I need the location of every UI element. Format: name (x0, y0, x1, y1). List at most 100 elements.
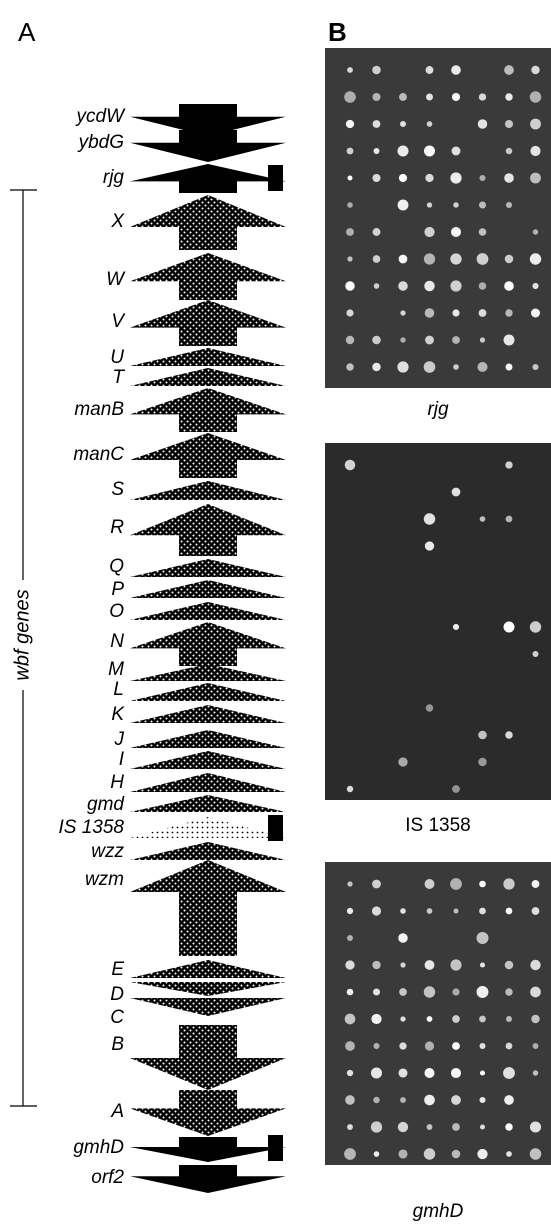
blot-dot (400, 1016, 405, 1021)
blot-dot (424, 1148, 435, 1159)
blot-dot (478, 731, 487, 740)
blot-dot (453, 624, 459, 630)
gene-arrow (130, 481, 286, 500)
blot-dot (504, 1095, 514, 1105)
blot-dot (372, 336, 381, 345)
blot-dot (372, 93, 380, 101)
gene-label: V (111, 311, 126, 332)
blot-dot (478, 758, 486, 766)
panel-label: A (18, 17, 36, 47)
gene-arrow (130, 1025, 286, 1090)
probe-marker (268, 165, 283, 191)
blot-dot (532, 907, 540, 915)
blot-dot (451, 65, 461, 75)
blot-dot (530, 621, 541, 632)
blot-dot (398, 933, 408, 943)
blot-dot (478, 119, 488, 129)
gene-label: I (119, 749, 125, 770)
blot-dot (400, 962, 405, 967)
gene-label: D (110, 984, 124, 1005)
blot-dot (452, 988, 459, 995)
blot-dot (479, 309, 487, 317)
blot-dot (479, 1016, 486, 1023)
blot-image (325, 862, 551, 1165)
blot-dot (506, 202, 512, 208)
blot-dot (345, 281, 354, 290)
blot-dot (347, 175, 352, 180)
gene-label: ycdW (75, 106, 127, 127)
gene-arrow (130, 348, 286, 366)
blot-caption: gmhD (413, 1201, 464, 1222)
blot-dot (344, 91, 356, 103)
gene-label: rjg (103, 167, 125, 188)
blot-dot (347, 908, 353, 914)
blot-dot (346, 309, 353, 316)
blot-dot (372, 880, 381, 889)
gene-label: S (111, 479, 124, 500)
blot-dot (506, 1151, 512, 1157)
blot-dot (503, 878, 514, 889)
blot-dot (373, 988, 380, 995)
blot-dot (479, 201, 486, 208)
gene-arrow (130, 795, 286, 812)
blot-dot (530, 91, 541, 102)
blot-dot (426, 704, 433, 711)
blot-dot (479, 93, 486, 100)
blot-dot (345, 1041, 355, 1051)
gene-label: A (110, 1101, 124, 1122)
gene-label: R (110, 517, 124, 538)
blot-dot (451, 227, 461, 237)
blot-dot (398, 281, 408, 291)
panel-label: B (328, 17, 347, 47)
gene-label: M (108, 659, 124, 680)
blot-dot (373, 120, 381, 128)
gene-label: IS 1358 (59, 817, 125, 838)
blot-dot (373, 1097, 379, 1103)
blot-dot (424, 986, 435, 997)
gene-label: K (111, 704, 125, 725)
blot-dot (425, 174, 433, 182)
blot-dot (479, 228, 487, 236)
blot-dot (424, 513, 435, 524)
blot-dot (533, 229, 538, 234)
blot-dot (373, 1043, 379, 1049)
blot-dot (424, 227, 434, 237)
gene-label: Q (109, 556, 124, 577)
blot-dot (451, 1068, 461, 1078)
blot-dot (399, 174, 407, 182)
gene-label: wzz (91, 841, 124, 862)
blot-dot (424, 361, 436, 373)
gene-arrow (130, 817, 286, 838)
blot-dot (424, 1095, 435, 1106)
blot-dot (480, 1124, 485, 1129)
blot-dot (506, 516, 513, 523)
gene-arrow (130, 705, 286, 723)
blot-dot (347, 148, 354, 155)
gene-arrow (130, 842, 286, 860)
blot-dot (451, 1095, 461, 1105)
blot-dot (425, 1041, 434, 1050)
blot-dot (532, 364, 538, 370)
blot-dot (427, 121, 433, 127)
blot-dot (347, 1124, 353, 1130)
blot-dot (453, 364, 459, 370)
blot-dot (452, 1042, 460, 1050)
probe-marker (268, 1135, 283, 1161)
blot-dot (450, 959, 461, 970)
blot-dot (400, 121, 406, 127)
blot-dot (399, 93, 407, 101)
gene-label: L (113, 679, 124, 700)
blot-dot (427, 1124, 433, 1130)
gene-arrow (130, 580, 286, 598)
blot-dot (374, 1151, 379, 1156)
blot-dot (506, 1043, 513, 1050)
blot-dot (504, 335, 515, 346)
blot-dot (504, 281, 514, 291)
blot-dot (347, 935, 353, 941)
gene-arrow (130, 164, 286, 193)
blot-dot (506, 908, 513, 915)
bracket-label: wbf genes (11, 589, 33, 680)
gene-arrow (130, 960, 286, 978)
gene-arrow (130, 860, 286, 956)
blot-dot (453, 202, 458, 207)
